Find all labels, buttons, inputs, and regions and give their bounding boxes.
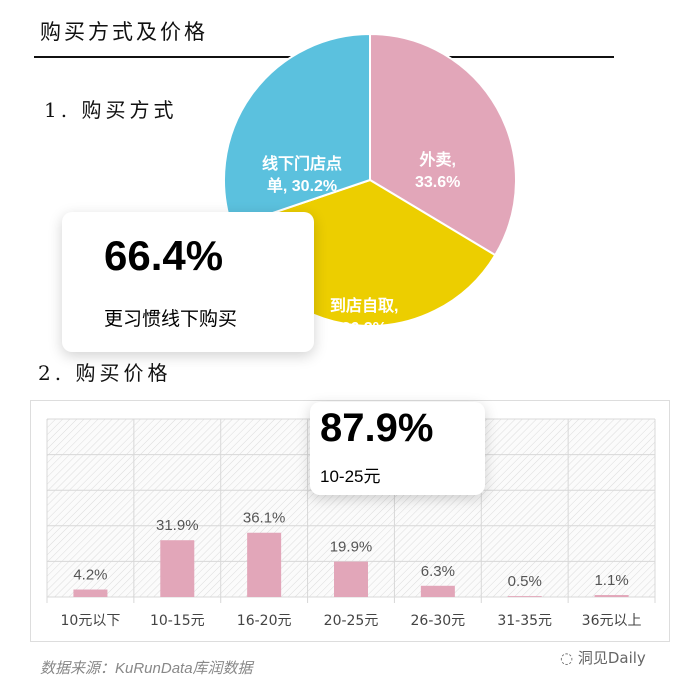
bar-value-label: 31.9% (156, 517, 199, 534)
x-tick-label: 36元以上 (582, 613, 642, 629)
section-heading-method: 1. 购买方式 (44, 98, 178, 122)
offline-callout-card: 66.4% 更习惯线下购买 (62, 212, 314, 352)
bar-value-label: 36.1% (243, 510, 286, 527)
bar-1 (160, 540, 195, 597)
callout-value: 66.4% (104, 232, 224, 279)
brand-name: 洞见Daily (577, 649, 646, 667)
bar-value-label: 0.5% (508, 573, 542, 590)
pie-slice-0 (369, 32, 517, 257)
bar-3 (334, 561, 368, 597)
bar-2 (247, 532, 282, 597)
x-tick-label: 16-20元 (237, 613, 292, 629)
brand-watermark: ◌ 洞见Daily (560, 647, 646, 668)
x-tick-label: 10元以下 (61, 613, 121, 629)
page-title: 购买方式及价格 (40, 20, 208, 44)
bar-value-label: 4.2% (73, 567, 107, 584)
pie-label-instore: 线下门店点 单, 30.2% (262, 154, 342, 198)
pie-label-text: 线下门店点 (262, 156, 343, 173)
price-callout-card: 87.9% 10-25元 (310, 402, 485, 495)
bar-6 (594, 595, 629, 597)
bar-chart-frame: 4.2% 10元以下 31.9% 10-15元 36.1% 16-20元 19.9% 20-2… (30, 400, 670, 642)
bar-4 (420, 585, 455, 597)
x-tick-label: 26-30元 (411, 613, 466, 629)
pie-label-takeout: 外卖, 33.6% (415, 150, 460, 194)
callout-value: 87.9% (320, 406, 434, 450)
x-tick-label: 20-25元 (324, 613, 379, 629)
bar-value-label: 6.3% (421, 563, 455, 580)
bar-chart: 4.2% 10元以下 31.9% 10-15元 36.1% 16-20元 19.9% 20-2… (46, 418, 656, 629)
pie-label-text: 外卖, (419, 152, 456, 169)
bar-5 (507, 596, 542, 597)
pie-label-value: 36.2% (341, 320, 387, 337)
data-source: 数据来源：KuRunData库润数据 (40, 660, 253, 677)
pie-label-text: 到店自取, (330, 298, 399, 315)
x-tick-label: 10-15元 (150, 613, 205, 629)
pie-label-pickup: 到店自取, 36.2% (330, 296, 398, 340)
x-tick-label: 31-35元 (497, 613, 552, 629)
callout-text: 更习惯线下购买 (104, 308, 238, 330)
pie-label-value: 33.6% (415, 174, 461, 191)
section-heading-price: 2. 购买价格 (38, 361, 172, 385)
pie-slice-2 (223, 32, 371, 229)
bar-0 (73, 589, 108, 597)
pie-label-value: 单, 30.2% (266, 178, 338, 195)
bar-value-label: 1.1% (594, 572, 628, 589)
wechat-icon: ◌ (560, 649, 578, 667)
callout-text: 10-25元 (320, 467, 381, 486)
bar-value-label: 19.9% (330, 539, 373, 556)
